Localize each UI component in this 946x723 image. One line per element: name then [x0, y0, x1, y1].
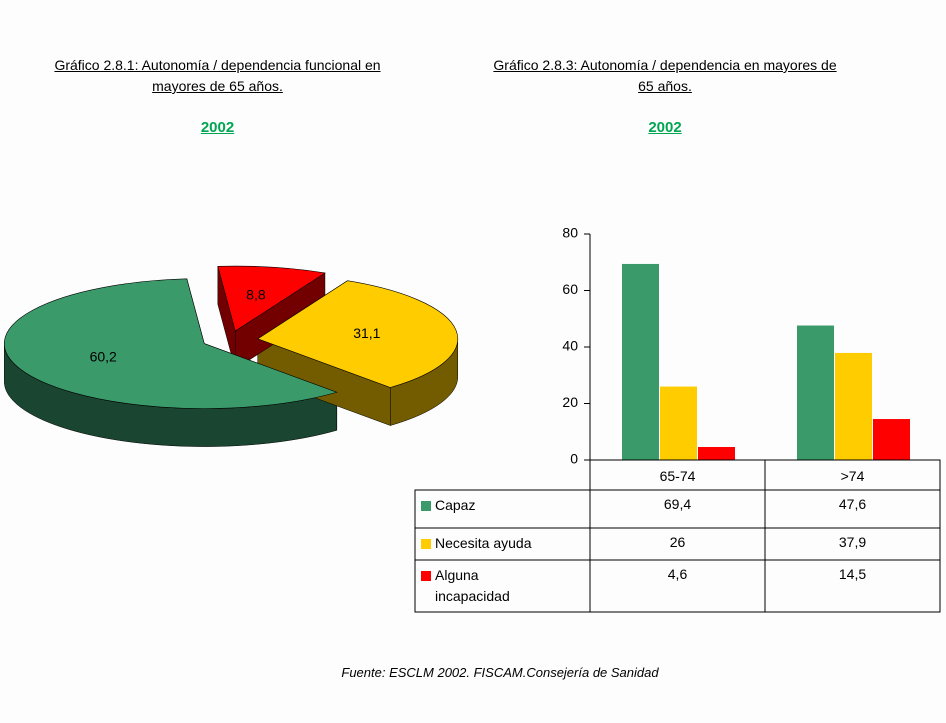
- bar-title: Gráfico 2.8.3: Autonomía / dependencia e…: [493, 57, 837, 94]
- y-tick-label: 80: [562, 225, 578, 241]
- pie-value-label: 31,1: [353, 325, 380, 341]
- y-tick-label: 60: [562, 281, 578, 297]
- legend-swatch: [421, 539, 431, 549]
- y-tick-label: 40: [562, 338, 578, 354]
- bar-subtitle: 2002: [648, 119, 682, 136]
- legend-swatch: [421, 571, 431, 581]
- pie-value-label: 60,2: [90, 348, 117, 364]
- legend-label: Alguna incapacidad: [435, 567, 510, 604]
- source: Fuente: ESCLM 2002. FISCAM.Consejería de…: [341, 665, 659, 680]
- bar: [835, 352, 872, 460]
- pie-slice: [217, 265, 326, 332]
- x-category-label: >74: [840, 468, 865, 484]
- x-category-label: 65-74: [659, 468, 696, 484]
- table-value: 69,4: [663, 496, 692, 512]
- table-value: 26: [669, 534, 686, 550]
- y-tick-label: 20: [562, 394, 578, 410]
- table-value: 47,6: [838, 496, 867, 512]
- bar: [622, 263, 659, 460]
- table-value: 37,9: [838, 534, 867, 550]
- bar: [698, 447, 735, 460]
- legend-label: Capaz: [435, 497, 476, 513]
- legend-label: Necesita ayuda: [435, 535, 532, 551]
- bar: [873, 419, 910, 460]
- pie-title: Gráfico 2.8.1: Autonomía / dependencia f…: [54, 57, 381, 94]
- legend-swatch: [421, 501, 431, 511]
- table-value: 4,6: [667, 566, 688, 582]
- pie-slice: [4, 278, 338, 409]
- y-tick-label: 0: [570, 451, 578, 467]
- bar: [797, 325, 834, 460]
- pie-slice: [257, 280, 459, 388]
- bar: [660, 386, 697, 460]
- table-value: 14,5: [838, 566, 867, 582]
- table-border: [414, 489, 941, 613]
- pie-subtitle: 2002: [200, 119, 235, 136]
- pie-value-label: 8,8: [246, 287, 266, 303]
